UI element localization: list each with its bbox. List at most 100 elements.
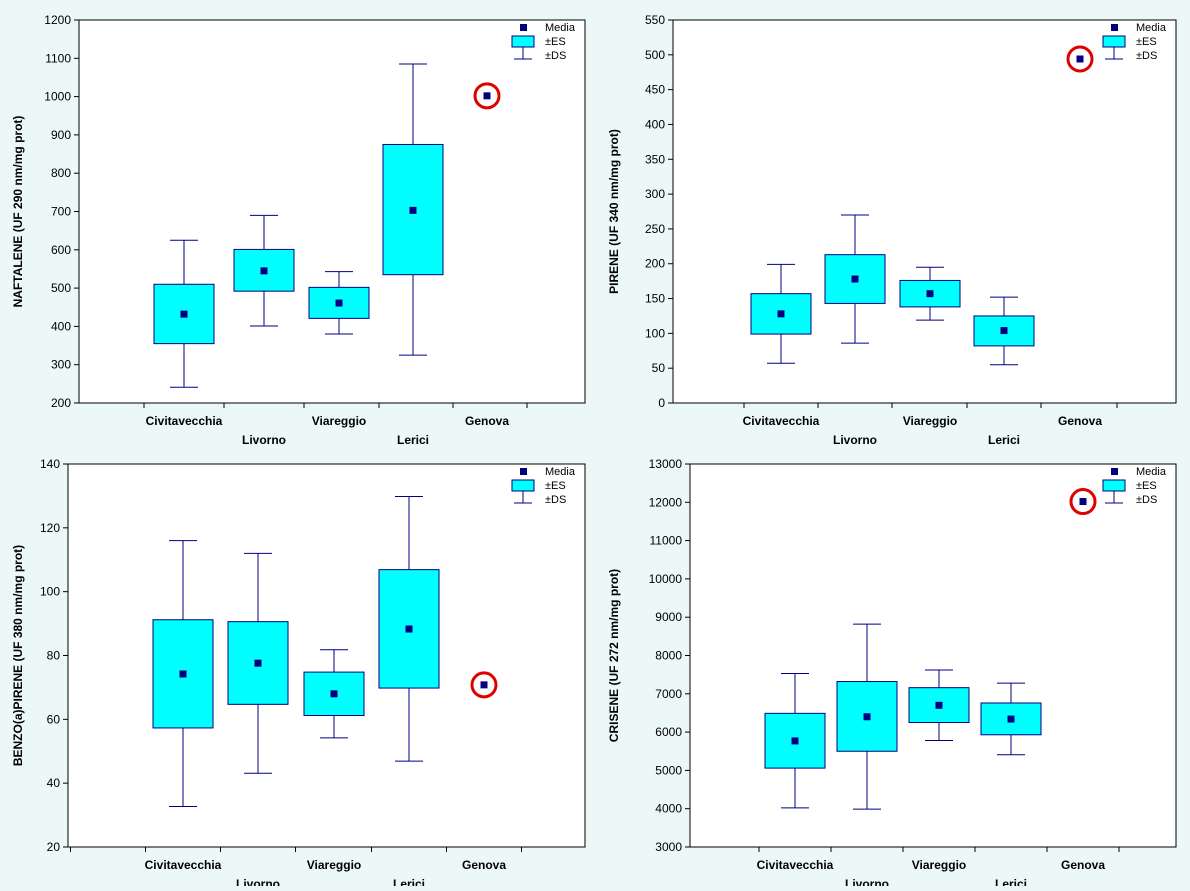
y-tick-label: 1100	[45, 51, 71, 65]
y-tick-label: 450	[645, 83, 665, 97]
legend-se-swatch	[511, 35, 535, 48]
y-tick-label: 6000	[655, 725, 682, 739]
x-category-label: Livorno	[242, 433, 286, 447]
y-tick-label: 8000	[655, 649, 682, 663]
y-tick-label: 300	[51, 358, 71, 372]
highlight-circle	[1066, 45, 1094, 73]
highlight-circle	[473, 82, 501, 110]
y-tick-label: 550	[645, 13, 665, 27]
x-category-label: Lerici	[393, 877, 425, 886]
legend: Media ±ES ±DS	[1102, 466, 1167, 506]
plot-area	[672, 19, 1177, 404]
y-tick-label: 7000	[655, 687, 682, 701]
x-category-label: Civitavecchia	[145, 858, 222, 872]
x-category-label: Civitavecchia	[757, 858, 834, 872]
x-category-label: Lerici	[995, 877, 1027, 886]
plot-area	[67, 463, 586, 848]
legend-label-media: Media	[1136, 22, 1167, 34]
chart-panel: 200 300 400 500 600 700 800 900 1000 1100 1200 Civi…	[11, 13, 586, 447]
legend-label-ds: ±DS	[1136, 494, 1157, 506]
y-tick-label: 400	[51, 319, 71, 333]
y-tick-label: 9000	[655, 610, 682, 624]
y-tick-label: 60	[47, 712, 61, 726]
y-tick-label: 1000	[44, 90, 71, 104]
y-tick-label: 350	[645, 152, 665, 166]
mean-marker	[1079, 498, 1087, 506]
legend-se-swatch	[1102, 35, 1126, 48]
legend-mean-swatch	[1111, 468, 1118, 475]
y-tick-label: 0	[658, 396, 665, 410]
chart-panel: 0 50 100 150 200 250 300 350 400 450 500 550 Civitav…	[607, 13, 1177, 447]
y-tick-label: 120	[40, 521, 60, 535]
x-category-label: Viareggio	[307, 858, 361, 872]
x-category-label: Livorno	[845, 877, 889, 886]
y-tick-label: 11000	[650, 534, 683, 548]
y-tick-label: 150	[645, 292, 665, 306]
legend: Media ±ES ±DS	[511, 22, 576, 62]
y-tick-label: 10000	[649, 572, 683, 586]
y-tick-label: 500	[645, 48, 665, 62]
y-tick-label: 100	[645, 326, 665, 340]
y-tick-label: 40	[47, 776, 61, 790]
legend-label-es: ±ES	[545, 36, 566, 48]
mean-marker	[863, 713, 871, 721]
y-tick-label: 200	[51, 396, 71, 410]
legend-mean-swatch	[520, 24, 527, 31]
y-axis-label: CRISENE (UF 272 nm/mg prot)	[607, 569, 621, 742]
highlight-circle	[1069, 488, 1097, 516]
y-tick-label: 3000	[655, 840, 682, 854]
se-box	[824, 254, 886, 304]
y-axis-label: NAFTALENE (UF 290 nm/mg prot)	[11, 116, 25, 308]
x-category-label: Genova	[465, 414, 509, 428]
x-category-label: Lerici	[397, 433, 429, 447]
x-category-label: Genova	[1058, 414, 1102, 428]
legend-label-ds: ±DS	[545, 494, 566, 506]
mean-marker	[480, 681, 488, 689]
y-tick-label: 400	[645, 117, 665, 131]
legend-label-es: ±ES	[545, 480, 566, 492]
y-tick-label: 800	[51, 166, 71, 180]
x-category-label: Viareggio	[912, 858, 966, 872]
mean-marker	[254, 659, 262, 667]
legend-label-ds: ±DS	[545, 50, 566, 62]
mean-marker	[483, 92, 491, 100]
highlight-circle	[470, 671, 498, 699]
y-axis-label: PIRENE (UF 340 nm/mg prot)	[607, 129, 621, 294]
chart-panel: 3000 4000 5000 6000 7000 8000 9000 10000 11000 12…	[607, 457, 1177, 891]
plot-area	[689, 463, 1177, 848]
mean-marker	[409, 206, 417, 214]
mean-marker	[260, 267, 268, 275]
legend-label-es: ±ES	[1136, 36, 1157, 48]
y-tick-label: 5000	[655, 763, 682, 777]
y-tick-label: 1200	[44, 13, 71, 27]
y-tick-label: 4000	[655, 802, 682, 816]
legend-label-media: Media	[545, 466, 576, 478]
mean-marker	[1076, 55, 1084, 63]
x-category-label: Livorno	[236, 877, 280, 886]
mean-marker	[851, 275, 859, 283]
y-tick-label: 500	[51, 281, 71, 295]
x-category-label: Viareggio	[903, 414, 957, 428]
plot-area	[78, 19, 586, 404]
x-category-label: Civitavecchia	[146, 414, 223, 428]
y-tick-label: 100	[40, 585, 60, 599]
mean-marker	[180, 310, 188, 318]
y-tick-label: 20	[47, 840, 61, 854]
legend-mean-swatch	[1111, 24, 1118, 31]
mean-marker	[179, 670, 187, 678]
legend-label-ds: ±DS	[1136, 50, 1157, 62]
legend: Media ±ES ±DS	[511, 466, 576, 506]
legend: Media ±ES ±DS	[1102, 22, 1167, 62]
mean-marker	[935, 701, 943, 709]
mean-marker	[405, 625, 413, 633]
mean-marker	[335, 299, 343, 307]
legend-se-swatch	[1102, 479, 1126, 492]
y-axis-label: BENZO(a)PIRENE (UF 380 nm/mg prot)	[11, 545, 25, 766]
x-category-label: Genova	[462, 858, 506, 872]
mean-marker	[926, 290, 934, 298]
y-tick-label: 80	[47, 649, 61, 663]
mean-marker	[1000, 327, 1008, 335]
y-tick-label: 300	[645, 187, 665, 201]
